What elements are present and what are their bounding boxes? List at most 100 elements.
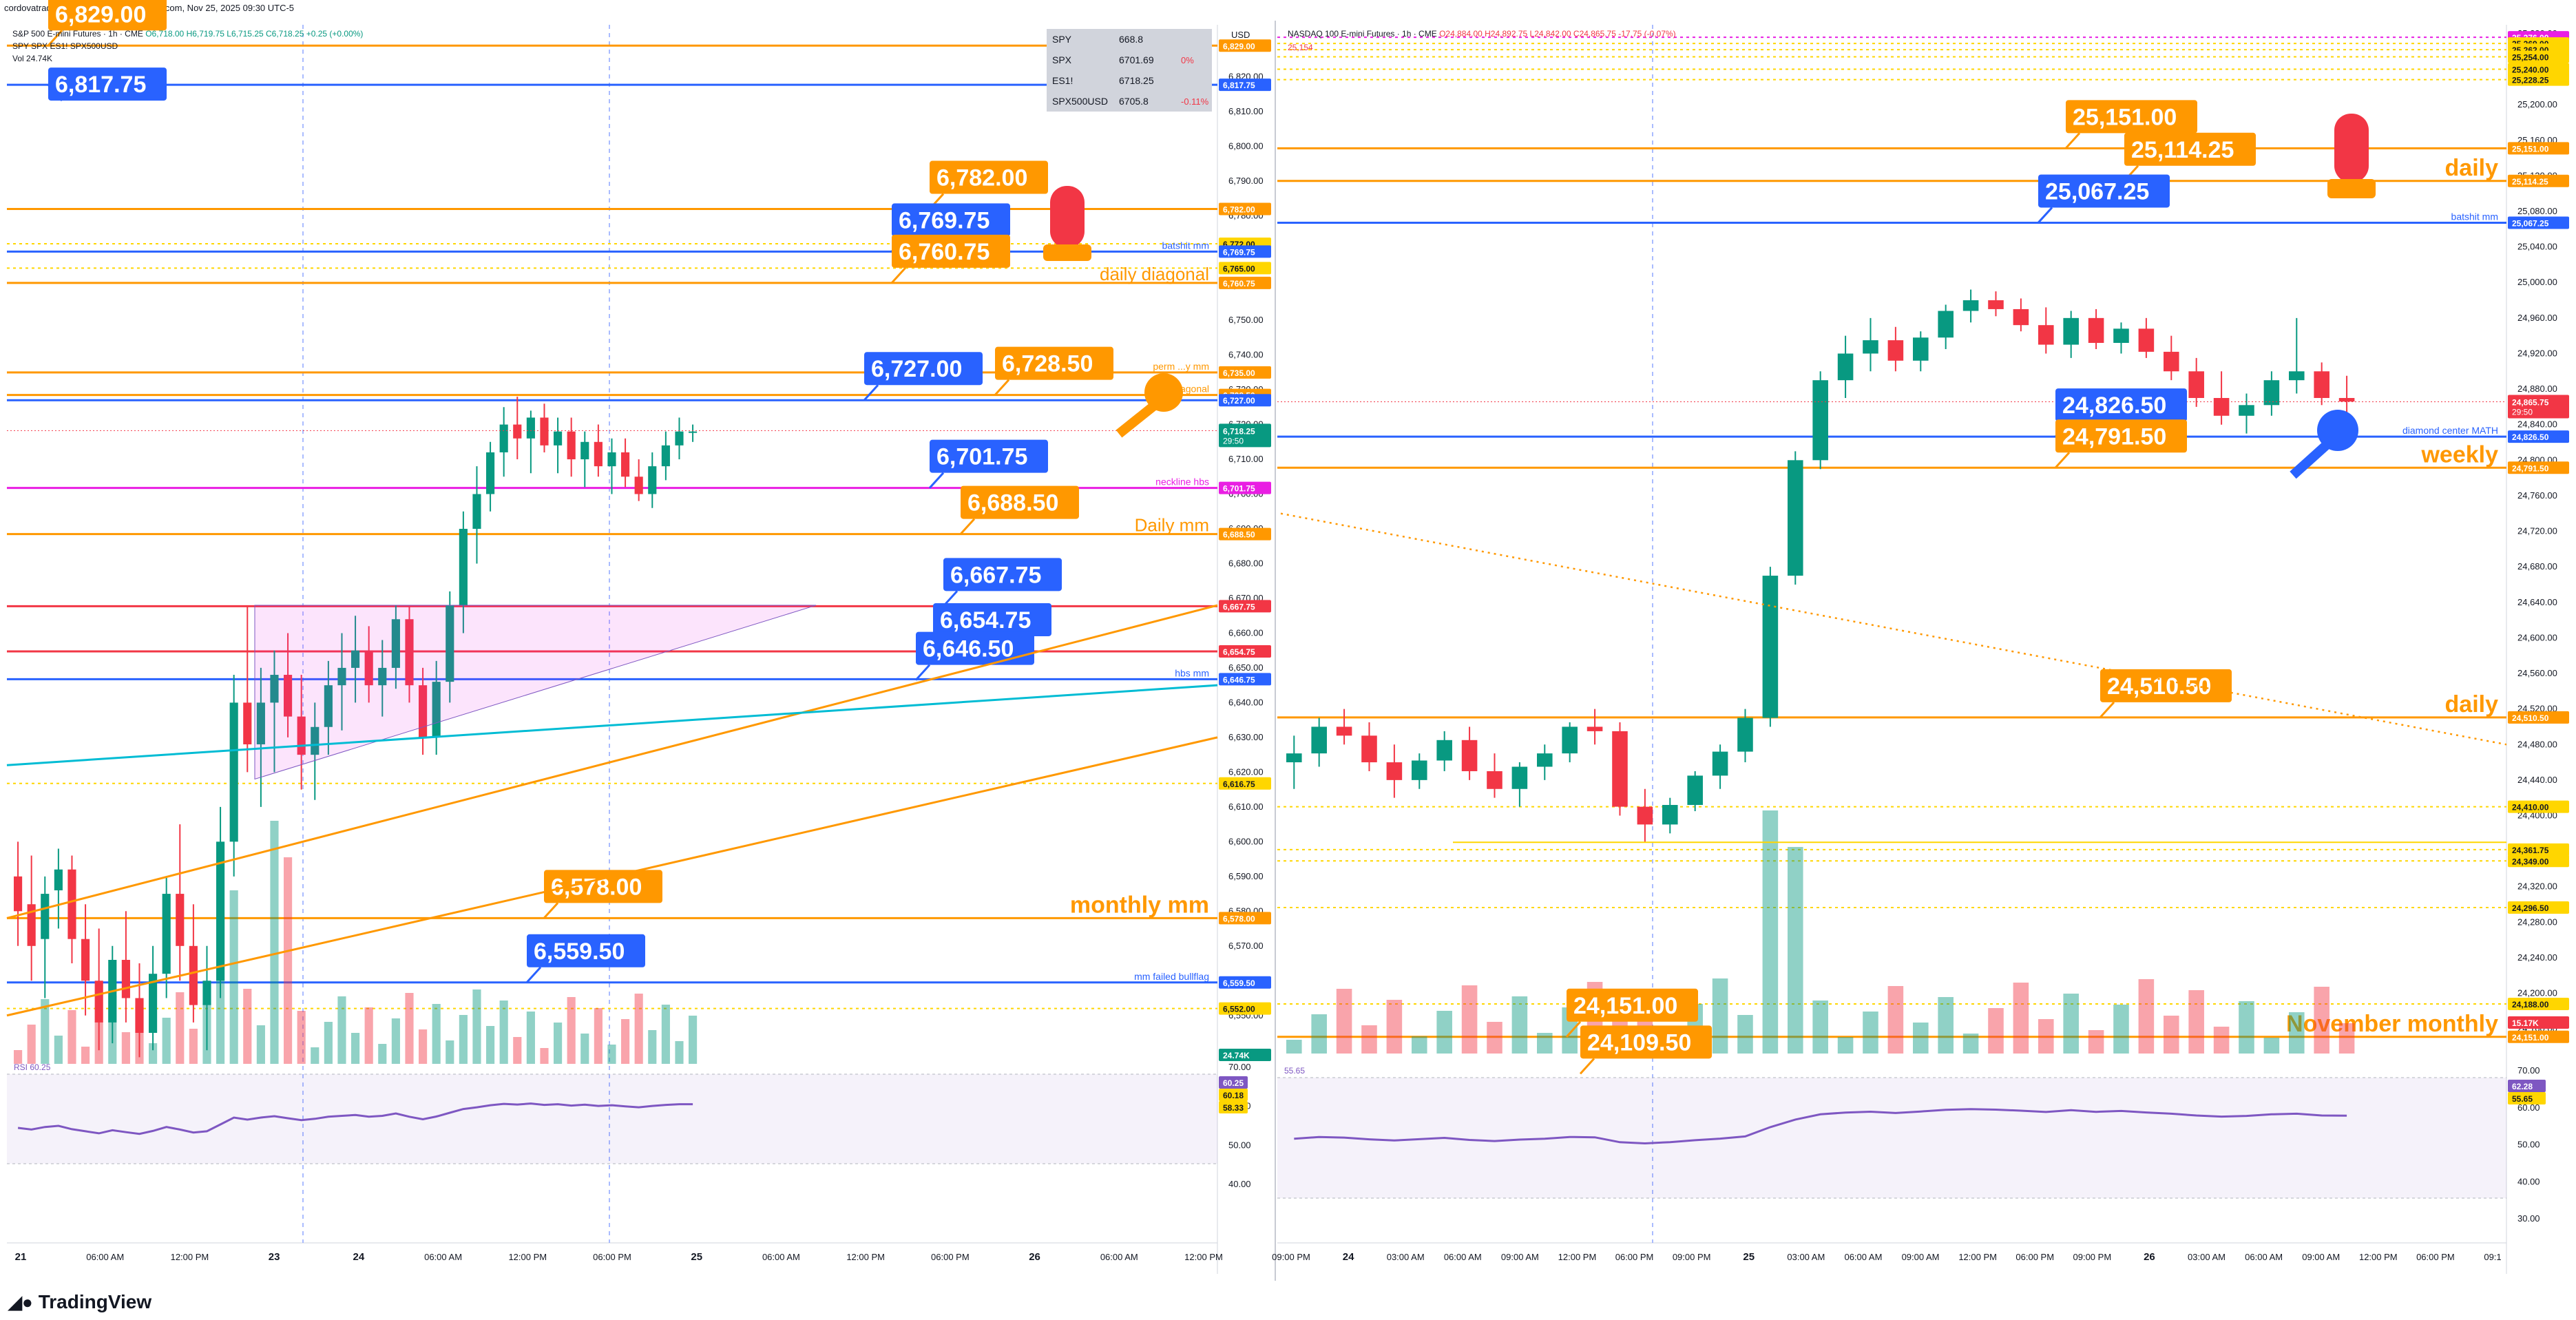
candle-body: [1887, 340, 1904, 361]
volume-bar: [1962, 1034, 1979, 1054]
callout-box: [527, 934, 645, 967]
level-price-tag-text: 24,410.00: [2512, 803, 2549, 813]
volume-bar: [405, 993, 414, 1064]
level-annotation: Daily mm: [1135, 515, 1209, 536]
countdown-text: 29:50: [2512, 407, 2533, 417]
time-axis-tick: 09:00 PM: [2073, 1252, 2112, 1262]
volume-bar: [1336, 989, 1352, 1054]
volume-bar: [2138, 979, 2155, 1054]
volume-bar: [189, 1029, 198, 1064]
callout-box: [2066, 100, 2197, 134]
price-axis-tick: 24,520.00: [2517, 704, 2557, 714]
callout-label: 24,826.50: [2062, 392, 2166, 419]
level-price-tag: [2508, 430, 2569, 443]
level-price-tag-text: 6,646.75: [1223, 675, 1255, 684]
time-axis-tick: 12:00 PM: [1184, 1252, 1223, 1262]
price-axis-tick: 6,660.00: [1228, 627, 1264, 638]
price-axis-tick: 6,810.00: [1228, 106, 1264, 116]
volume-tag: [2508, 1016, 2569, 1029]
volume-bar: [2013, 983, 2029, 1054]
price-axis-tick: 24,480.00: [2517, 739, 2557, 749]
callout-box: [2100, 669, 2232, 702]
volume-bar: [216, 916, 225, 1064]
rsi-value-text: 60.18: [1223, 1091, 1244, 1100]
volume-bar: [2338, 1023, 2355, 1054]
callout-label: 6,667.75: [950, 562, 1041, 588]
callout-box: [892, 234, 1010, 268]
level-price-tag: [2508, 800, 2569, 813]
volume-bar: [1286, 1040, 1302, 1054]
candle-body: [419, 685, 428, 737]
volume-bar: [2113, 1005, 2129, 1054]
candle-body: [472, 494, 481, 529]
volume-bar: [459, 1015, 468, 1064]
left-chart-panel[interactable]: USD6,820.006,810.006,800.006,790.006,780…: [7, 0, 1271, 1274]
time-axis-tick: 23: [269, 1251, 280, 1263]
volume-bar: [675, 1041, 684, 1064]
candle-body: [54, 869, 63, 891]
time-axis-tick: 06:00 PM: [2416, 1252, 2455, 1262]
candle-body: [1938, 311, 1954, 338]
candle-body: [689, 431, 698, 433]
price-axis-tick: 25,080.00: [2517, 206, 2557, 216]
current-price-text: 24,865.75: [2512, 397, 2549, 407]
level-annotation: daily diagonal: [1100, 264, 1209, 284]
callout-box: [544, 870, 662, 903]
volume-bar: [2188, 990, 2204, 1054]
candle-body: [1637, 806, 1653, 825]
volume-bar: [2213, 1027, 2230, 1054]
callout-label: 6,782.00: [936, 165, 1027, 191]
volume-tag: [1219, 1049, 1271, 1061]
rsi-value-tag: [2508, 1092, 2546, 1104]
candle-body: [2239, 405, 2254, 416]
price-axis-tick: 25,200.00: [2517, 99, 2557, 109]
candle-body: [675, 431, 684, 446]
level-price-tag: [2508, 174, 2569, 187]
right-chart-panel[interactable]: USD25,280.0025,240.0025,200.0025,160.002…: [1272, 25, 2569, 1274]
level-annotation: mm failed bullflag: [1134, 971, 1209, 982]
volume-bar: [1712, 978, 1728, 1054]
candle-body: [526, 417, 535, 439]
candle-body: [94, 981, 103, 1023]
candle-body: [1461, 740, 1478, 771]
time-axis-tick: 06:00 AM: [762, 1252, 800, 1262]
rsi-value-text: 60.25: [1223, 1078, 1244, 1088]
time-axis-tick: 09:00 AM: [1501, 1252, 1539, 1262]
price-axis-tick: 24,600.00: [2517, 632, 2557, 642]
watchlist-value: 668.8: [1119, 34, 1143, 45]
time-axis-tick: 06:00 PM: [1615, 1252, 1654, 1262]
level-price-tag-text: 6,701.75: [1223, 484, 1255, 494]
callout-pointer: [994, 379, 1010, 396]
rsi-value-text: 58.33: [1223, 1103, 1244, 1113]
candle-body: [1762, 576, 1779, 718]
price-axis-tick: 6,680.00: [1228, 558, 1264, 568]
rsi-axis-tick: 60.00: [2517, 1102, 2540, 1113]
watchlist-symbol: SPX: [1052, 54, 1072, 65]
rsi-value-tag: [1219, 1101, 1248, 1113]
callout-label: 25,151.00: [2073, 104, 2177, 130]
volume-bar: [1762, 810, 1779, 1054]
siren-base-icon-right: [2327, 179, 2376, 198]
level-annotation: November monthly: [2286, 1011, 2498, 1037]
level-price-tag-text: 24,791.50: [2512, 463, 2549, 473]
callout-box: [943, 558, 1062, 591]
level-price-tag: [2508, 711, 2569, 724]
candle-body: [567, 431, 576, 460]
rsi-value-tag: [1219, 1089, 1248, 1101]
candle-body: [1988, 300, 2004, 309]
candle-body: [135, 998, 144, 1033]
volume-bar: [419, 1029, 428, 1064]
volume-bar: [1436, 1011, 1452, 1054]
level-price-tag-text: 6,735.00: [1223, 368, 1255, 378]
callout-label: 6,769.75: [899, 207, 989, 233]
candle-body: [1562, 726, 1578, 754]
level-price-tag-text: 6,688.50: [1223, 530, 1255, 540]
current-price-tag: [1219, 423, 1271, 448]
time-axis-tick: 06:00 AM: [424, 1252, 462, 1262]
candle-body: [364, 650, 373, 686]
rsi-axis-tick: 50.00: [1228, 1140, 1251, 1150]
candle-body: [2314, 371, 2329, 398]
time-axis-tick: 03:00 AM: [1387, 1252, 1425, 1262]
volume-bar: [554, 1023, 563, 1064]
